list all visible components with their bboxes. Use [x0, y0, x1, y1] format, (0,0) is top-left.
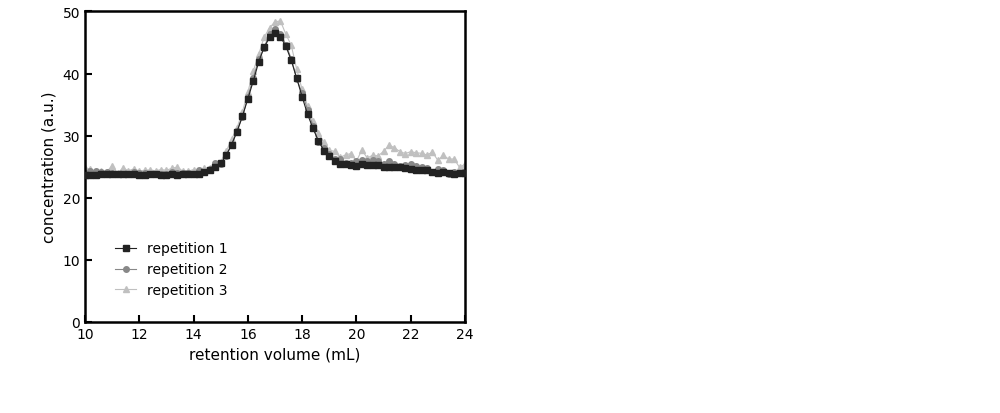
repetition 1	[274, 35, 286, 40]
repetition 2	[79, 171, 91, 176]
repetition 2	[133, 171, 145, 176]
repetition 3	[448, 157, 460, 162]
repetition 1	[318, 149, 330, 154]
repetition 1	[171, 173, 183, 178]
repetition 1	[133, 173, 145, 178]
repetition 2	[459, 169, 471, 174]
repetition 2	[264, 32, 276, 37]
Line: repetition 3: repetition 3	[82, 19, 468, 178]
repetition 3	[274, 19, 286, 24]
Line: repetition 1: repetition 1	[82, 31, 468, 178]
repetition 3	[133, 169, 145, 174]
repetition 2	[90, 169, 102, 174]
Line: repetition 2: repetition 2	[82, 27, 468, 178]
repetition 1	[269, 31, 281, 36]
X-axis label: retention volume (mL): retention volume (mL)	[189, 347, 361, 361]
repetition 3	[269, 20, 281, 25]
repetition 3	[193, 171, 205, 176]
repetition 1	[90, 173, 102, 178]
repetition 3	[432, 159, 444, 164]
repetition 2	[269, 28, 281, 33]
repetition 2	[426, 171, 438, 176]
repetition 3	[79, 166, 91, 171]
repetition 1	[432, 171, 444, 176]
Y-axis label: concentration (a.u.): concentration (a.u.)	[42, 92, 57, 243]
repetition 3	[459, 162, 471, 167]
Legend: repetition 1, repetition 2, repetition 3: repetition 1, repetition 2, repetition 3	[107, 233, 236, 306]
repetition 1	[79, 173, 91, 178]
repetition 1	[459, 171, 471, 176]
repetition 2	[312, 141, 324, 146]
repetition 2	[443, 173, 455, 178]
repetition 3	[90, 171, 102, 176]
repetition 1	[448, 172, 460, 177]
repetition 3	[318, 140, 330, 145]
repetition 2	[448, 171, 460, 176]
